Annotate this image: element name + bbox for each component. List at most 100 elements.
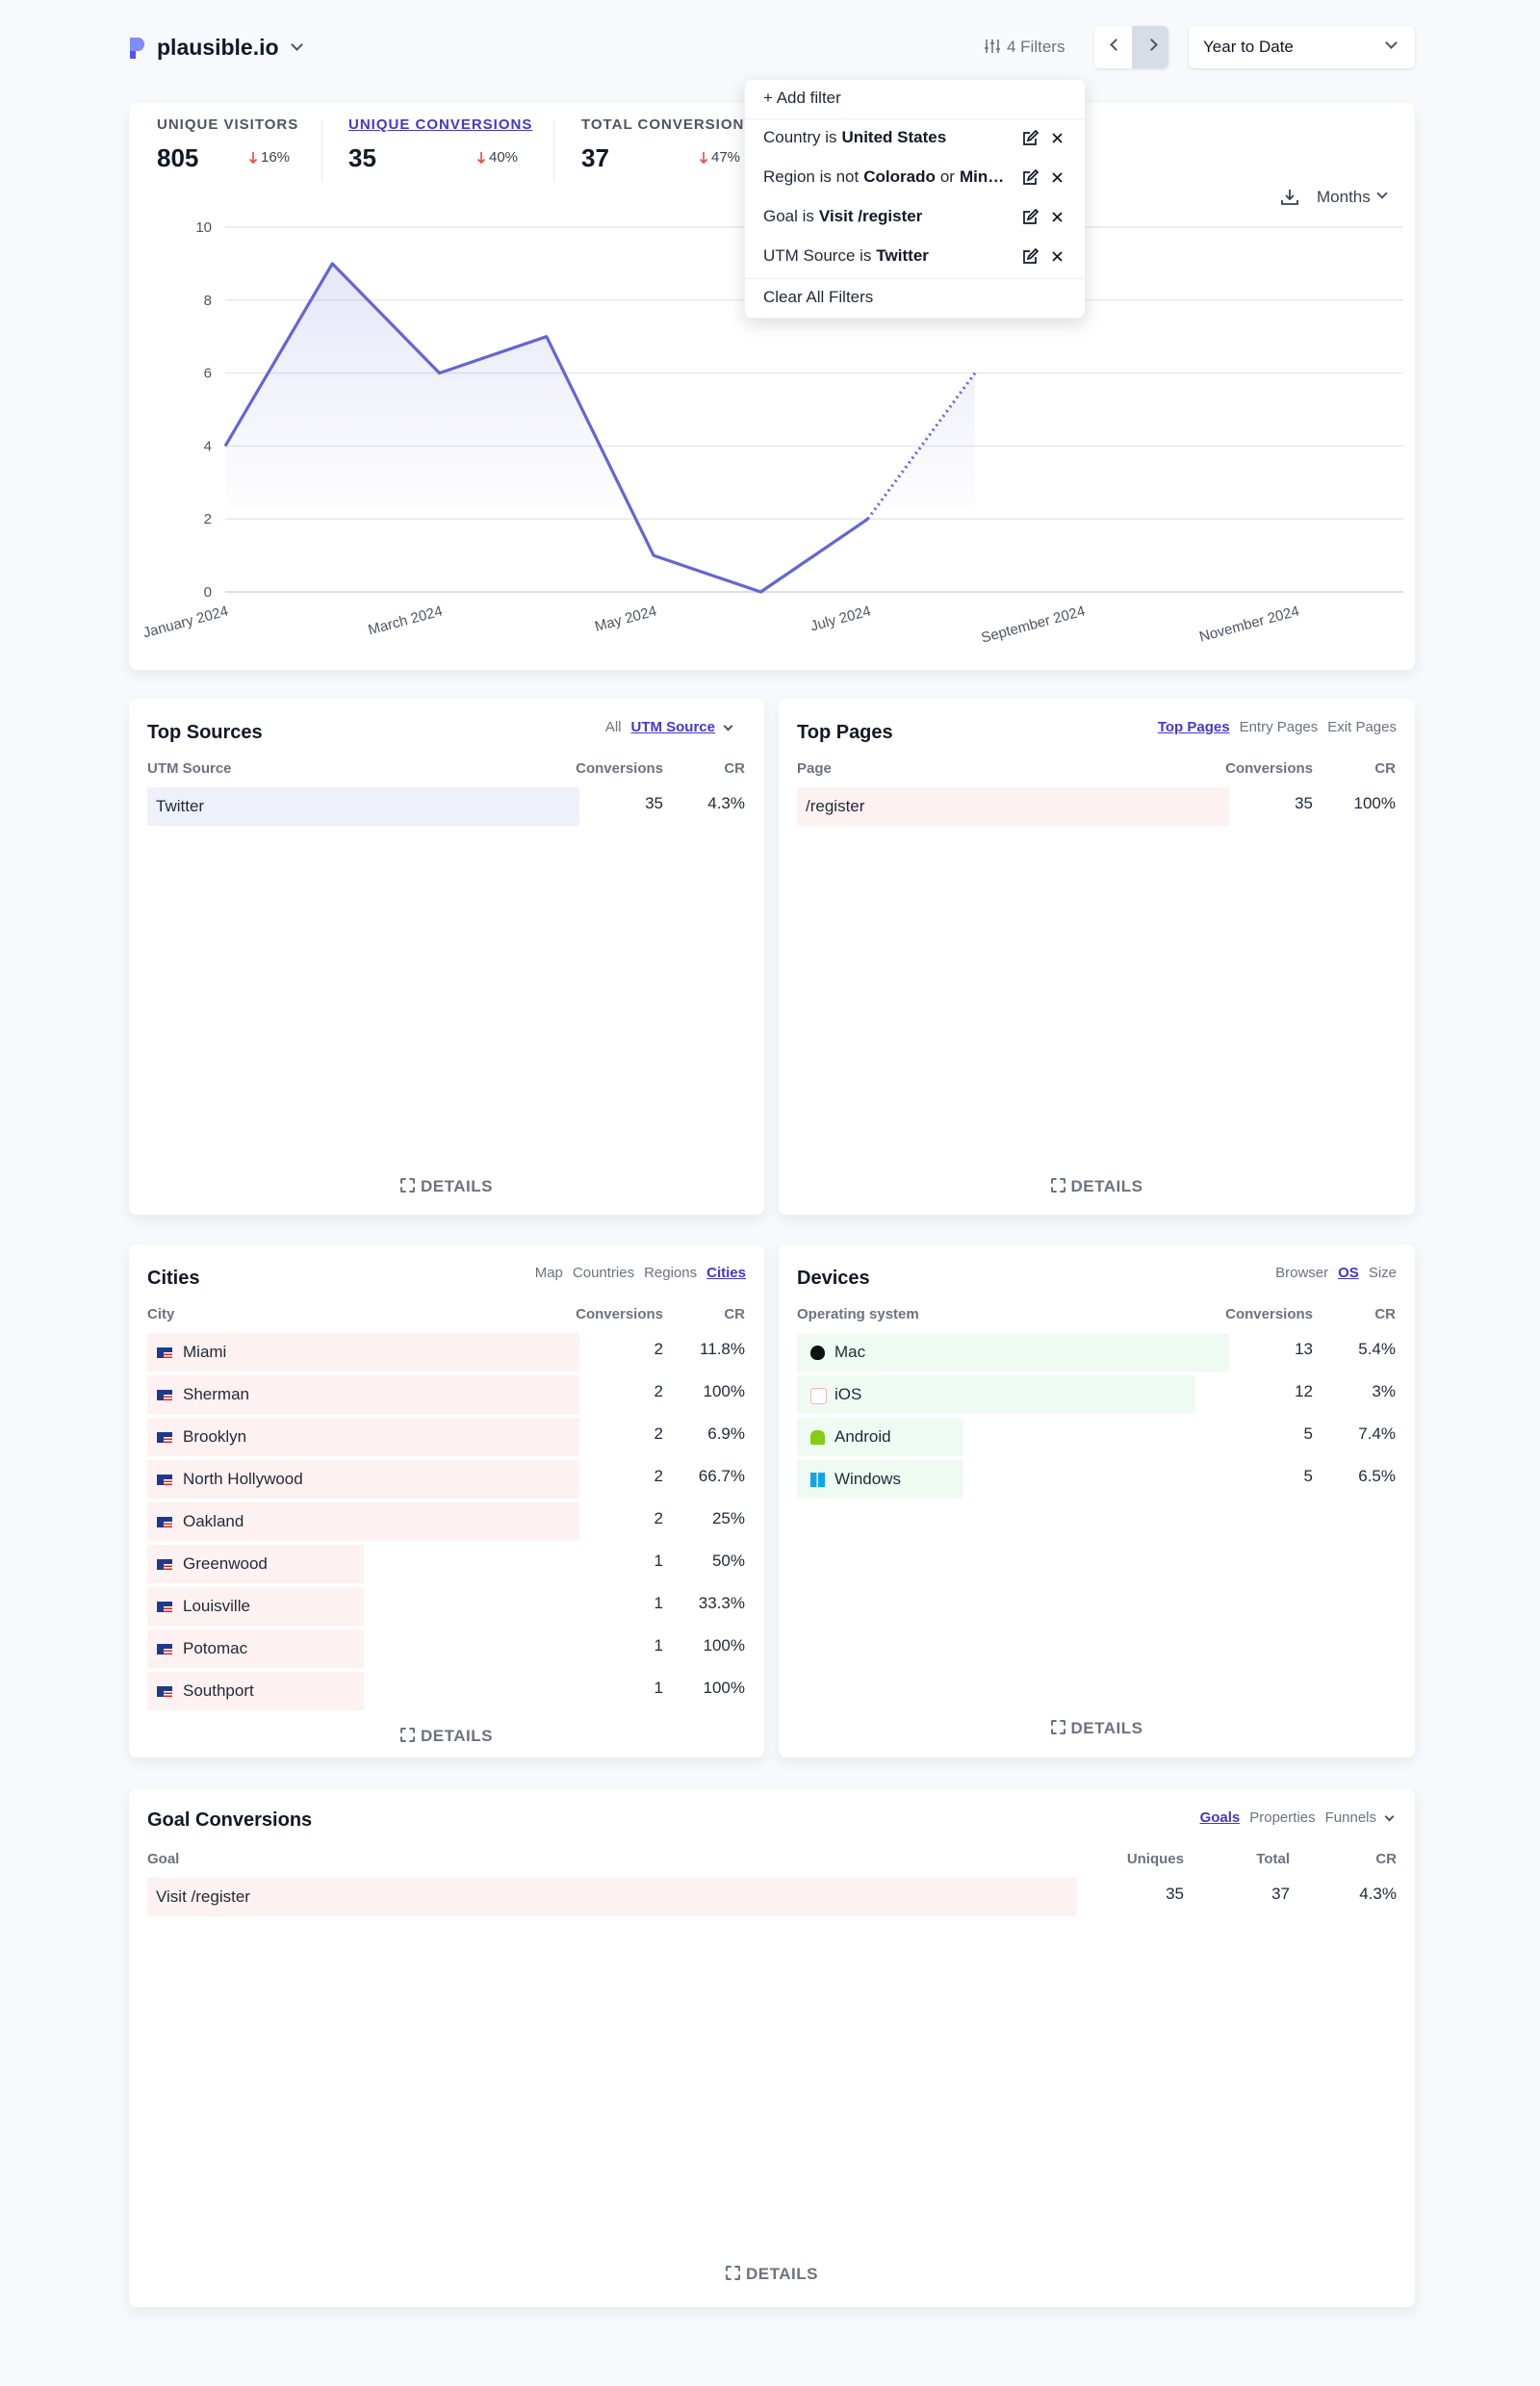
row-name[interactable]: Greenwood <box>183 1554 268 1573</box>
tab[interactable]: Top Pages <box>1157 719 1230 735</box>
row-value: 1 <box>654 1636 663 1655</box>
bar <box>797 787 1229 826</box>
edit-icon[interactable] <box>1022 248 1039 265</box>
os-icon <box>810 1430 825 1445</box>
stat-label[interactable]: UNIQUE VISITORS <box>157 116 299 133</box>
row-name[interactable]: Sherman <box>183 1385 249 1403</box>
row-value: 2 <box>654 1382 663 1400</box>
tab[interactable]: Countries <box>572 1265 635 1281</box>
tab[interactable]: Exit Pages <box>1327 719 1397 735</box>
tab[interactable]: Entry Pages <box>1239 719 1319 735</box>
remove-icon[interactable] <box>1051 211 1064 223</box>
tab[interactable]: OS <box>1338 1265 1359 1281</box>
x-path <box>1052 133 1063 143</box>
row-name[interactable]: Southport <box>183 1681 254 1700</box>
stat-change: 47% <box>699 149 740 167</box>
row-value: 12 <box>1295 1382 1313 1400</box>
filter-item[interactable]: Goal is Visit /register <box>763 205 922 228</box>
remove-icon[interactable] <box>1051 171 1064 184</box>
row-name[interactable]: Android <box>834 1427 891 1446</box>
row-name[interactable]: Potomac <box>183 1639 248 1657</box>
y-tick-label: 4 <box>204 438 212 454</box>
row-name[interactable]: Brooklyn <box>183 1427 247 1446</box>
add-filter[interactable]: + Add filter <box>763 89 841 107</box>
filter-item[interactable]: Country is United States <box>763 126 946 149</box>
remove-icon[interactable] <box>1051 132 1064 144</box>
column-header: Conversions <box>576 760 663 777</box>
clear-filters[interactable]: Clear All Filters <box>763 288 874 306</box>
stat-label[interactable]: UNIQUE CONVERSIONS <box>348 116 533 133</box>
filter-item[interactable]: UTM Source is Twitter <box>763 244 929 268</box>
details-button[interactable]: DETAILS <box>129 2264 1415 2285</box>
edit-icon[interactable] <box>1022 169 1039 186</box>
details-button[interactable]: DETAILS <box>129 1176 764 1197</box>
bar <box>797 1333 1229 1372</box>
tab[interactable]: Goals <box>1199 1809 1241 1826</box>
tab[interactable]: All <box>604 719 622 735</box>
bar <box>147 1375 579 1414</box>
edit-icon[interactable] <box>1022 130 1039 146</box>
tab[interactable]: Browser <box>1275 1265 1329 1281</box>
tab[interactable]: Properties <box>1249 1809 1316 1826</box>
site-name[interactable]: plausible.io <box>157 35 279 60</box>
period-picker[interactable]: Year to Date <box>1189 26 1415 68</box>
column-header: CR <box>1374 1306 1396 1322</box>
row-name[interactable]: Visit /register <box>156 1887 250 1906</box>
row-name[interactable]: Louisville <box>183 1597 250 1615</box>
period-arrows <box>1094 26 1168 68</box>
filter-value: Colorado <box>863 167 936 186</box>
area <box>225 263 975 592</box>
row-name[interactable]: Windows <box>834 1470 901 1488</box>
row-name[interactable]: /register <box>806 797 865 815</box>
filter-item[interactable]: Region is not Colorado or Min… <box>763 166 1004 189</box>
stat-label[interactable]: TOTAL CONVERSIONS <box>581 116 756 133</box>
tab[interactable]: Funnels <box>1324 1809 1376 1826</box>
row-name[interactable]: North Hollywood <box>183 1470 303 1488</box>
tab[interactable]: Regions <box>644 1265 698 1281</box>
arrow-path <box>699 152 708 165</box>
row-value: 1 <box>654 1594 663 1612</box>
filter-menu: + Add filter Country is United States Regio… <box>744 79 1086 319</box>
tab[interactable]: Size <box>1368 1265 1397 1281</box>
tab[interactable]: Cities <box>706 1265 746 1281</box>
panel-title: Goal Conversions <box>147 1809 313 1831</box>
column-header: Page <box>797 760 832 777</box>
row-name[interactable]: Mac <box>834 1343 866 1361</box>
download-icon[interactable] <box>1280 188 1299 207</box>
next-period[interactable] <box>1132 26 1168 68</box>
filter-value: Twitter <box>876 246 929 265</box>
filters-button[interactable]: 4 Filters <box>1007 38 1065 56</box>
details-button[interactable]: DETAILS <box>779 1176 1415 1197</box>
edit-icon[interactable] <box>1022 209 1039 225</box>
y-tick-label: 6 <box>204 366 212 382</box>
filter-value: Min… <box>959 167 1005 186</box>
tab[interactable]: Map <box>534 1265 563 1281</box>
tab[interactable]: UTM Source <box>630 719 715 735</box>
bar <box>147 787 579 826</box>
bar <box>147 1545 364 1583</box>
row-name[interactable]: iOS <box>834 1385 862 1403</box>
period-chevron <box>1385 37 1398 49</box>
flag-icon <box>157 1475 172 1485</box>
row-value: 33.3% <box>698 1594 745 1612</box>
row-value: 37 <box>1271 1885 1290 1903</box>
row-value: 100% <box>703 1382 745 1400</box>
row-name[interactable]: Twitter <box>156 797 205 815</box>
row-value: 5 <box>1303 1424 1313 1443</box>
row-value: 1 <box>654 1552 663 1570</box>
row-value: 3% <box>1372 1382 1396 1400</box>
prev-period[interactable] <box>1094 26 1132 68</box>
flag-icon <box>157 1432 172 1443</box>
row-value: 5.4% <box>1358 1340 1396 1358</box>
details-button[interactable]: DETAILS <box>129 1726 764 1747</box>
tabs: Map Countries Regions Cities <box>535 1265 746 1282</box>
row-name[interactable]: Miami <box>183 1343 227 1361</box>
site-chevron[interactable] <box>291 38 303 51</box>
details-button[interactable]: DETAILS <box>779 1718 1415 1739</box>
row-name[interactable]: Oakland <box>183 1512 244 1530</box>
stat-value: 37 <box>581 143 609 172</box>
details-icon <box>726 2266 741 2280</box>
interval-picker[interactable]: Months <box>1317 188 1371 206</box>
remove-icon[interactable] <box>1051 250 1064 263</box>
row-value: 100% <box>703 1679 745 1697</box>
